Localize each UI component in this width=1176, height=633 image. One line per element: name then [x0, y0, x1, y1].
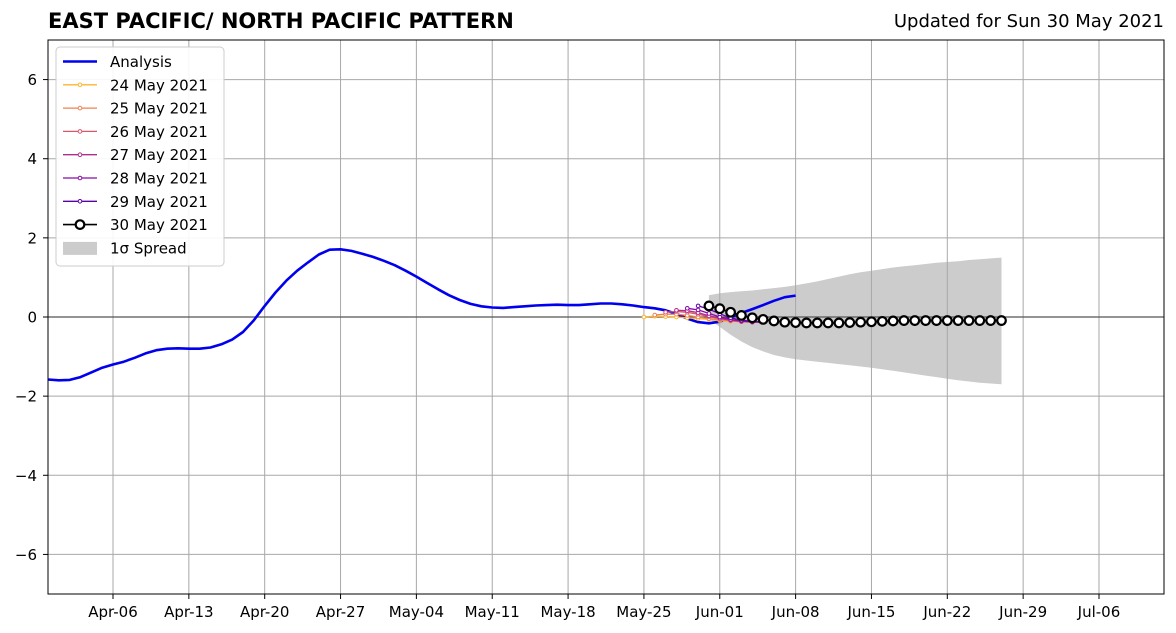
- forecast-point: [695, 307, 701, 313]
- x-tick-label: Apr-13: [164, 603, 214, 621]
- legend-swatch-marker: [77, 175, 83, 181]
- legend-swatch-marker: [77, 199, 83, 204]
- current-forecast-point: [855, 316, 867, 328]
- y-tick-label: −4: [15, 467, 37, 485]
- current-forecast-point: [887, 315, 899, 327]
- legend-label: 25 May 2021: [110, 100, 208, 118]
- x-tick-label: Apr-06: [88, 603, 138, 621]
- current-forecast-point: [801, 317, 812, 329]
- forecast-point: [684, 305, 690, 311]
- x-tick-label: May-18: [540, 603, 595, 621]
- current-forecast-point: [844, 317, 856, 328]
- current-forecast-point: [703, 300, 715, 312]
- y-tick-label: 0: [27, 309, 37, 327]
- current-forecast-point: [768, 315, 780, 327]
- forecast-point: [674, 307, 679, 313]
- chart-subtitle: Updated for Sun 30 May 2021: [893, 11, 1164, 32]
- forecast-point: [695, 303, 701, 309]
- legend-label: Analysis: [110, 53, 172, 71]
- forecast-point: [652, 312, 658, 318]
- legend-label: 28 May 2021: [110, 170, 208, 188]
- current-forecast-point: [941, 315, 953, 326]
- x-tick-label: Jun-15: [846, 603, 895, 621]
- current-forecast-point: [996, 315, 1007, 326]
- current-forecast-point: [714, 303, 726, 315]
- forecast-point: [706, 311, 712, 316]
- current-forecast-point: [779, 316, 791, 328]
- spread-band: [708, 257, 1002, 385]
- legend-swatch-spread: [63, 241, 97, 255]
- y-tick-label: 4: [27, 150, 37, 168]
- legend-swatch-marker: [74, 219, 86, 231]
- x-tick-label: Jun-22: [922, 603, 971, 621]
- y-tick-label: −2: [15, 388, 37, 406]
- y-tick-label: 2: [27, 229, 37, 247]
- x-tick-label: Jun-01: [695, 603, 744, 621]
- current-forecast-point: [790, 317, 802, 328]
- x-tick-label: Jun-08: [771, 603, 820, 621]
- current-forecast-point: [909, 315, 921, 326]
- legend-box: [55, 46, 225, 267]
- legend-swatch-marker: [77, 82, 83, 88]
- x-tick-label: May-04: [389, 603, 444, 621]
- current-forecast-point: [876, 315, 888, 327]
- legend-label: 1σ Spread: [110, 239, 187, 257]
- legend-label: 26 May 2021: [110, 123, 208, 141]
- legend-label: 27 May 2021: [110, 146, 208, 164]
- legend-label: 29 May 2021: [110, 193, 208, 211]
- current-forecast-point: [746, 312, 758, 324]
- current-forecast-point: [822, 317, 834, 329]
- y-tick-label: −6: [15, 546, 37, 564]
- current-forecast-point: [866, 316, 877, 328]
- current-forecast-point: [920, 315, 932, 326]
- legend: Analysis 24 May 2021 25 May 2021 26 May 202…: [55, 46, 225, 267]
- x-tick-label: Apr-27: [316, 603, 366, 621]
- legend-swatch-marker: [77, 129, 83, 134]
- current-forecast-point: [833, 317, 845, 329]
- current-forecast-point: [963, 315, 975, 326]
- current-forecast-point: [757, 313, 769, 325]
- forecast-point: [663, 309, 668, 315]
- current-forecast-point: [974, 315, 986, 326]
- current-forecast-point: [931, 315, 942, 326]
- current-forecast-point: [725, 306, 737, 318]
- legend-label: 24 May 2021: [110, 76, 208, 94]
- chart-title: EAST PACIFIC/ NORTH PACIFIC PATTERN: [48, 9, 514, 33]
- x-tick-label: Apr-20: [240, 603, 290, 621]
- current-forecast-point: [736, 310, 747, 321]
- legend-swatch-marker: [77, 152, 83, 157]
- forecast-point: [641, 314, 647, 320]
- current-forecast-point: [985, 315, 997, 326]
- y-tick-label: 6: [27, 71, 37, 89]
- current-forecast-point: [811, 317, 823, 329]
- current-forecast-point: [898, 315, 910, 326]
- x-tick-label: Jun-29: [998, 603, 1047, 621]
- x-tick-label: Jul-06: [1077, 603, 1121, 621]
- x-tick-label: May-11: [465, 603, 520, 621]
- x-tick-label: May-25: [616, 603, 671, 621]
- legend-swatch-marker: [77, 105, 83, 111]
- legend-label: 30 May 2021: [110, 216, 208, 234]
- current-forecast-point: [952, 315, 964, 326]
